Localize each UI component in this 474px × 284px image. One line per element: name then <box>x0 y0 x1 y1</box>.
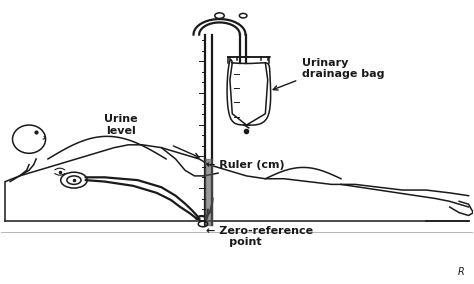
Text: Urinary
drainage bag: Urinary drainage bag <box>302 58 385 79</box>
Text: Urine
level: Urine level <box>104 114 138 136</box>
Text: R: R <box>458 267 465 277</box>
Text: ← Zero-reference
      point: ← Zero-reference point <box>206 226 313 247</box>
Text: ← Ruler (cm): ← Ruler (cm) <box>206 160 285 170</box>
